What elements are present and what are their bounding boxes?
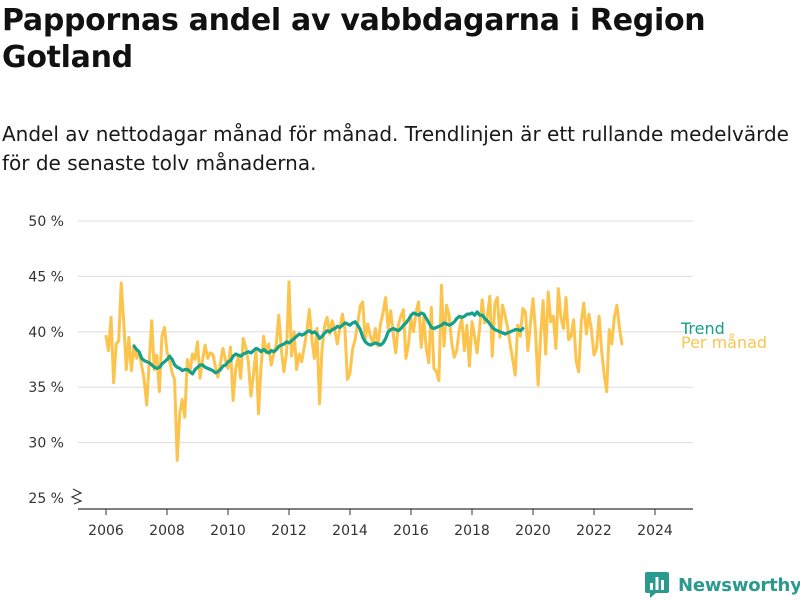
x-tick-label: 2018 — [454, 523, 490, 539]
x-tick-label: 2016 — [393, 523, 429, 539]
y-axis-labels: 25 % 30 % 35 % 40 % 45 % 50 % — [28, 214, 64, 507]
series-line-monthly — [104, 280, 624, 462]
x-tick-label: 2022 — [576, 523, 612, 539]
y-tick-label: 35 % — [28, 380, 64, 396]
newsworthy-logo: Newsworthy — [644, 570, 800, 600]
x-axis: 2006 2008 2010 2012 2014 2016 2018 2020 2022 2024 — [78, 508, 693, 539]
legend-trend-label: Trend — [680, 319, 725, 338]
chart-subtitle: Andel av nettodagar månad för månad. Tre… — [2, 122, 789, 175]
y-tick-label: 30 % — [28, 436, 64, 452]
y-tick-label: 25 % — [28, 491, 64, 507]
x-tick-label: 2020 — [515, 523, 551, 539]
axis-break-icon — [70, 488, 83, 505]
y-tick-label: 50 % — [28, 214, 64, 230]
bar-chart-logo-icon — [645, 572, 669, 598]
x-tick-label: 2008 — [149, 523, 185, 539]
x-tick-label: 2010 — [210, 523, 246, 539]
chart-title: Pappornas andel av vabbdagarna i Region … — [2, 3, 706, 75]
series-line-trend — [132, 310, 525, 376]
brand-name: Newsworthy — [678, 574, 800, 596]
y-tick-label: 40 % — [28, 325, 64, 341]
x-tick-label: 2012 — [271, 523, 307, 539]
x-tick-label: 2014 — [332, 523, 368, 539]
data-series — [104, 280, 624, 462]
y-tick-label: 45 % — [28, 269, 64, 285]
legend-monthly-label: Per månad — [681, 333, 767, 352]
x-tick-label: 2006 — [88, 523, 124, 539]
x-tick-label: 2024 — [637, 523, 673, 539]
